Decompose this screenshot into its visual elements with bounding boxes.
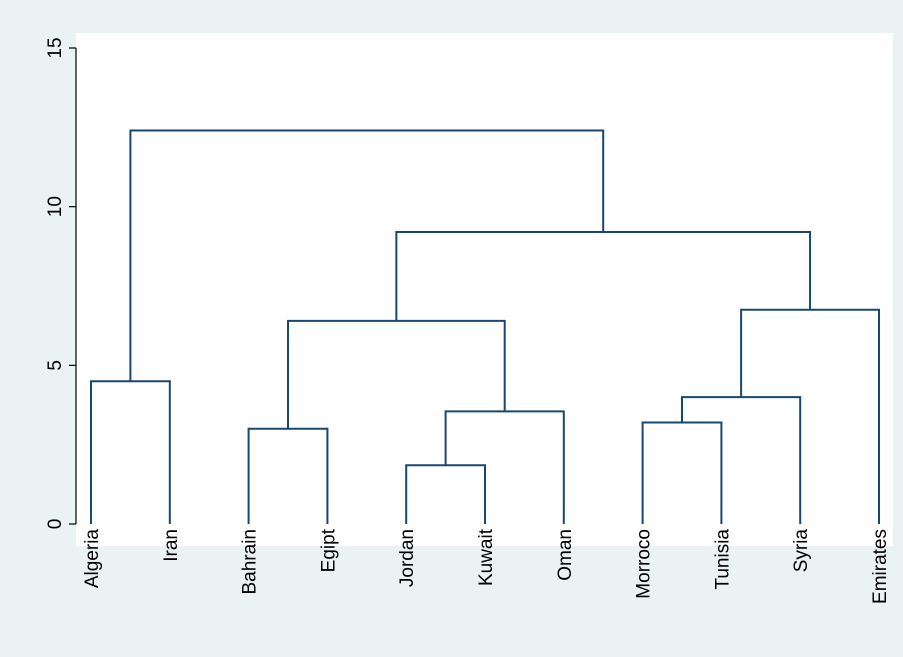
dendrogram-link	[287, 319, 506, 429]
y-tick-label: 15	[45, 37, 66, 58]
leaf-label: Oman	[555, 529, 576, 581]
y-axis: 0 5 10 15	[45, 37, 77, 530]
leaf-label: Morroco	[634, 529, 655, 599]
dendrogram-link	[681, 396, 802, 524]
dendrogram-link	[444, 410, 565, 524]
leaf-label: Algeria	[82, 529, 103, 589]
dendrogram-link	[129, 129, 605, 382]
y-tick-label: 5	[45, 360, 66, 371]
plot-area	[76, 33, 893, 546]
leaf-label: Tunisia	[712, 529, 733, 590]
leaf-label: Bahrain	[240, 529, 261, 595]
y-tick-label: 10	[45, 196, 66, 217]
leaf-labels: Algeria Iran Bahrain Egipt Jordan Kuwait Oman M…	[82, 528, 891, 604]
leaf-label: Jordan	[397, 529, 418, 587]
leaf-label: Syria	[791, 529, 812, 573]
leaf-label: Kuwait	[476, 528, 497, 586]
leaf-label: Egipt	[318, 528, 339, 572]
leaf-label: Emirates	[870, 529, 891, 604]
y-tick-label: 0	[45, 519, 66, 530]
leaf-label: Iran	[161, 529, 182, 562]
links-layer	[90, 129, 880, 524]
